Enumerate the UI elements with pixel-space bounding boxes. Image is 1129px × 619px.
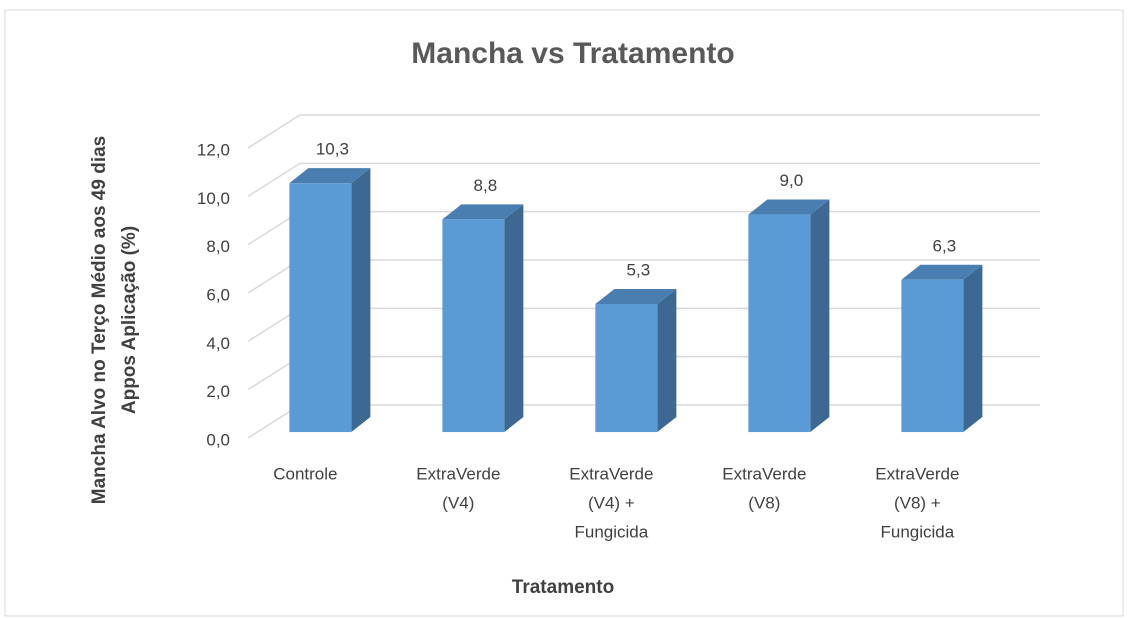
bar-top bbox=[595, 288, 677, 304]
side-grid-line bbox=[247, 114, 301, 149]
chart-title: Mancha vs Tratamento bbox=[411, 37, 734, 70]
side-grid-line bbox=[247, 162, 301, 197]
bar-side bbox=[657, 288, 677, 433]
bar bbox=[442, 219, 505, 433]
y-tick-label: 10,0 bbox=[197, 189, 230, 208]
bar-side bbox=[351, 168, 371, 433]
bar-top bbox=[901, 264, 983, 280]
x-tick-label: Fungicida bbox=[575, 522, 649, 541]
value-label: 10,3 bbox=[316, 140, 349, 159]
y-tick-label: 2,0 bbox=[206, 382, 230, 401]
bar bbox=[748, 214, 811, 433]
value-label: 6,3 bbox=[933, 236, 957, 255]
bar bbox=[901, 279, 964, 433]
y-tick-label: 12,0 bbox=[197, 140, 230, 159]
bar-side bbox=[504, 204, 524, 433]
x-tick-label: (V4) + bbox=[588, 493, 635, 512]
x-tick-label: (V8) + bbox=[894, 493, 941, 512]
bar-top bbox=[748, 199, 830, 215]
y-axis-title-line: Mancha Alvo no Terço Médio aos 49 dias bbox=[89, 136, 110, 504]
x-tick-label: ExtraVerde bbox=[875, 464, 959, 483]
x-tick-label: Controle bbox=[273, 464, 337, 483]
y-tick-label: 0,0 bbox=[206, 430, 230, 449]
y-axis-title-line: Appos Aplicação (%) bbox=[119, 226, 140, 414]
y-tick-label: 4,0 bbox=[206, 334, 230, 353]
bar-top bbox=[289, 168, 371, 184]
bar-top bbox=[442, 204, 524, 220]
value-label: 8,8 bbox=[474, 176, 498, 195]
x-tick-label: ExtraVerde bbox=[569, 464, 653, 483]
bar bbox=[289, 183, 352, 433]
y-tick-label: 6,0 bbox=[206, 285, 230, 304]
x-tick-label: ExtraVerde bbox=[416, 464, 500, 483]
y-tick-label: 8,0 bbox=[206, 237, 230, 256]
y-axis-title: Mancha Alvo no Terço Médio aos 49 dias A… bbox=[89, 136, 140, 504]
x-tick-label: (V4) bbox=[442, 493, 474, 512]
bar-side bbox=[963, 264, 983, 433]
x-tick-label: Fungicida bbox=[881, 522, 955, 541]
x-axis-title: Tratamento bbox=[512, 577, 614, 598]
x-tick-label: ExtraVerde bbox=[722, 464, 806, 483]
bar bbox=[595, 303, 658, 433]
value-label: 5,3 bbox=[627, 260, 651, 279]
bar-side bbox=[810, 199, 830, 433]
x-tick-label: (V8) bbox=[748, 493, 780, 512]
value-label: 9,0 bbox=[780, 171, 804, 190]
